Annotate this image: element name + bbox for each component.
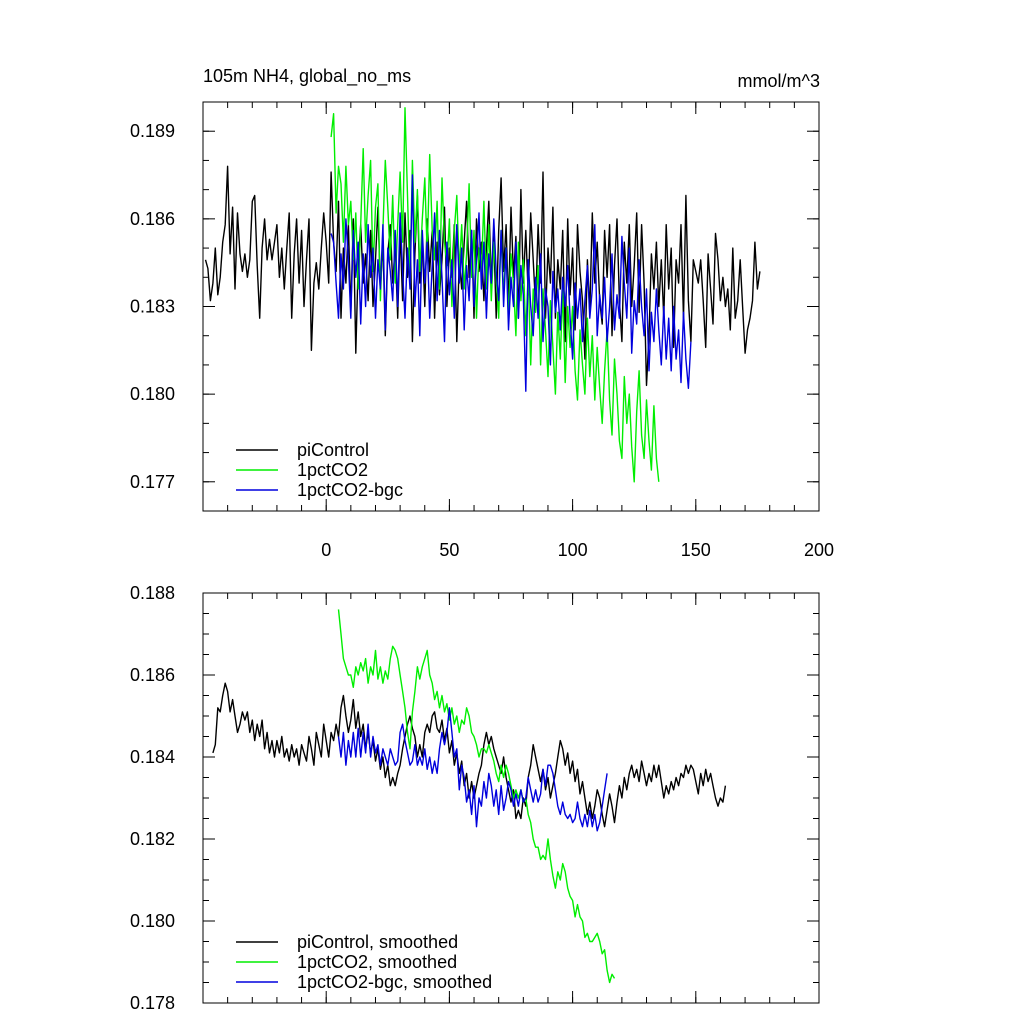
series-line-picontrol-smoothed xyxy=(212,682,727,828)
legend-label: 1pctCO2-bgc xyxy=(297,480,403,500)
series-line-1pctco2-smoothed xyxy=(337,609,616,984)
legend-label: 1pctCO2-bgc, smoothed xyxy=(297,972,492,992)
bottom-tick-labels: 0.178 0.180 0.182 0.184 0.186 0.188 xyxy=(130,583,175,1013)
y-tick-label: 0.186 xyxy=(130,209,175,229)
legend-label: 1pctCO2 xyxy=(297,460,368,480)
chart-title: 105m NH4, global_no_ms xyxy=(203,66,411,87)
y-tick-label: 0.184 xyxy=(130,747,175,767)
x-tick-label: 150 xyxy=(681,540,711,560)
series-line-1pctco2-bgc-smoothed xyxy=(337,707,608,832)
legend-label: piControl, smoothed xyxy=(297,932,458,952)
y-tick-label: 0.188 xyxy=(130,583,175,603)
top-series-lines xyxy=(204,107,761,483)
y-tick-label: 0.189 xyxy=(130,121,175,141)
series-line-1pctco2-bgc xyxy=(330,174,692,392)
legend-label: 1pctCO2, smoothed xyxy=(297,952,457,972)
top-ticks xyxy=(202,101,820,512)
y-tick-label: 0.180 xyxy=(130,384,175,404)
y-tick-label: 0.182 xyxy=(130,829,175,849)
y-tick-label: 0.183 xyxy=(130,297,175,317)
bottom-panel: 0.178 0.180 0.182 0.184 0.186 0.188 piControl… xyxy=(130,583,820,1013)
y-tick-label: 0.186 xyxy=(130,665,175,685)
x-tick-label: 200 xyxy=(804,540,834,560)
y-tick-label: 0.177 xyxy=(130,472,175,492)
y-tick-label: 0.180 xyxy=(130,911,175,931)
bottom-plot-frame xyxy=(202,592,820,1004)
y-tick-label: 0.178 xyxy=(130,993,175,1013)
x-tick-label: 50 xyxy=(439,540,459,560)
bottom-series-lines xyxy=(212,609,727,984)
legend-label: piControl xyxy=(297,440,369,460)
top-plot-frame xyxy=(202,101,820,512)
x-tick-label: 0 xyxy=(321,540,331,560)
top-tick-labels: 0.177 0.180 0.183 0.186 0.189 0 50 100 150 200 xyxy=(130,121,834,560)
top-panel: 105m NH4, global_no_ms mmol/m^3 0.1770.1… xyxy=(130,66,834,560)
units-label: mmol/m^3 xyxy=(738,71,820,91)
x-tick-label: 100 xyxy=(558,540,588,560)
